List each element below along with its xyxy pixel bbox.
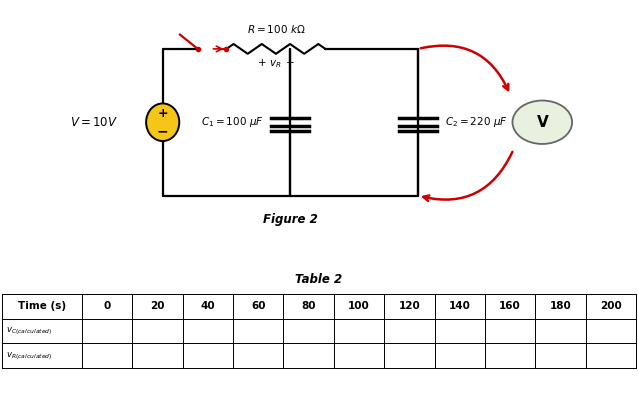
Text: −: −: [157, 125, 168, 139]
Text: 20: 20: [151, 301, 165, 311]
Text: Figure 2: Figure 2: [263, 212, 318, 226]
Text: $C_1 = 100\ \mu F$: $C_1 = 100\ \mu F$: [201, 115, 263, 129]
Text: $R = 100\ k\Omega$: $R = 100\ k\Omega$: [247, 23, 305, 35]
Text: 0: 0: [103, 301, 111, 311]
Text: 60: 60: [251, 301, 265, 311]
Text: 40: 40: [200, 301, 215, 311]
Text: $C_2 = 220\ \mu F$: $C_2 = 220\ \mu F$: [445, 115, 507, 129]
Text: 140: 140: [449, 301, 471, 311]
Text: 180: 180: [549, 301, 572, 311]
Text: $v_{C(calculated)}$: $v_{C(calculated)}$: [6, 325, 52, 337]
Text: 100: 100: [348, 301, 370, 311]
Text: 200: 200: [600, 301, 621, 311]
Text: $v_{R(calculated)}$: $v_{R(calculated)}$: [6, 350, 52, 362]
Text: 160: 160: [499, 301, 521, 311]
Text: $+\ v_R\ -$: $+\ v_R\ -$: [256, 57, 295, 70]
Text: 120: 120: [399, 301, 420, 311]
Text: 80: 80: [301, 301, 316, 311]
Text: +: +: [158, 108, 168, 120]
Text: Time (s): Time (s): [18, 301, 66, 311]
Text: $V = 10V$: $V = 10V$: [70, 116, 118, 129]
Ellipse shape: [146, 104, 179, 141]
Text: Table 2: Table 2: [295, 274, 343, 287]
Ellipse shape: [512, 100, 572, 144]
Text: V: V: [537, 115, 548, 130]
